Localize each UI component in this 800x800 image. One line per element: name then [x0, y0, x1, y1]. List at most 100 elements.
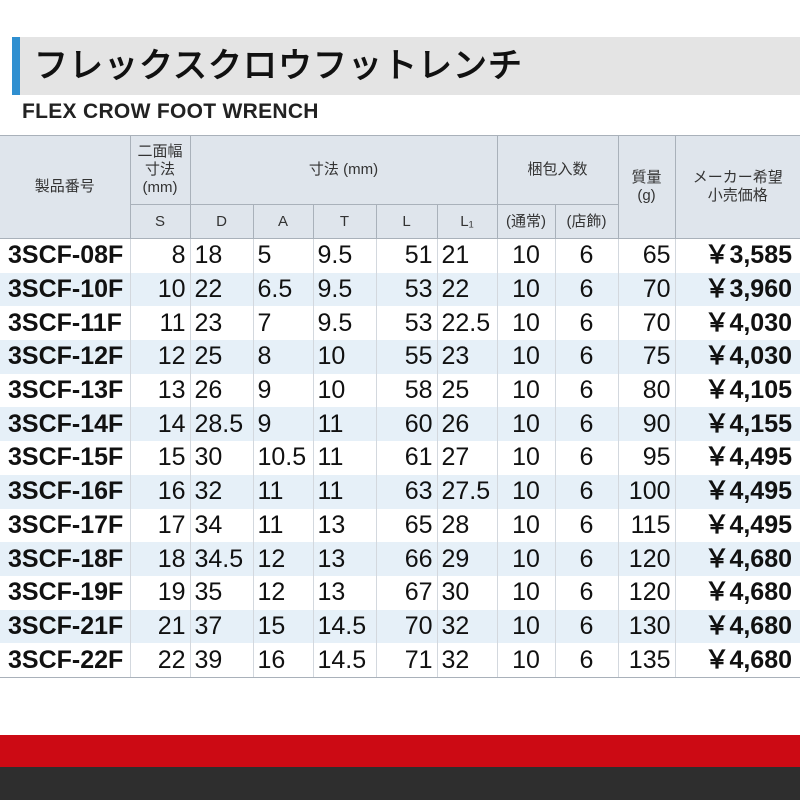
cell-a: 9: [253, 373, 314, 408]
cell-price: ￥4,495: [675, 474, 800, 509]
cell-l1: 21: [437, 238, 498, 273]
footer-dark-band: [0, 767, 800, 800]
cell-l: 61: [376, 441, 438, 475]
cell-d: 35: [190, 575, 254, 610]
cell-s: 19: [130, 575, 191, 610]
cell-l1: 26: [437, 407, 498, 442]
cell-a: 10.5: [253, 441, 314, 475]
title-band: フレックスクロウフットレンチ: [12, 37, 800, 95]
cell-s: 17: [130, 508, 191, 543]
cell-l1: 27: [437, 441, 498, 475]
table-row: 3SCF-21F 21 37 15 14.5 70 32 10 6 130 ￥4,680: [0, 609, 800, 644]
cell-s: 11: [130, 306, 191, 341]
header-a: A: [252, 204, 314, 239]
cell-l1: 28: [437, 508, 498, 543]
cell-product-code: 3SCF-19F: [0, 575, 131, 610]
cell-t: 11: [313, 407, 377, 442]
cell-pack-normal: 10: [497, 441, 556, 475]
cell-l: 51: [376, 238, 438, 273]
cell-d: 28.5: [190, 407, 254, 442]
title-accent-bar: [12, 37, 20, 95]
cell-l: 60: [376, 407, 438, 442]
table-row: 3SCF-08F 8 18 5 9.5 51 21 10 6 65 ￥3,585: [0, 238, 800, 273]
cell-weight: 135: [618, 643, 676, 678]
cell-pack-store: 6: [555, 508, 619, 543]
cell-l: 53: [376, 306, 438, 341]
cell-weight: 115: [618, 508, 676, 543]
cell-pack-normal: 10: [497, 508, 556, 543]
cell-product-code: 3SCF-12F: [0, 340, 131, 374]
cell-a: 8: [253, 340, 314, 374]
cell-l1: 32: [437, 609, 498, 644]
cell-pack-store: 6: [555, 272, 619, 307]
cell-pack-store: 6: [555, 306, 619, 341]
header-d: D: [189, 204, 254, 239]
cell-s: 21: [130, 609, 191, 644]
cell-price: ￥4,155: [675, 407, 800, 442]
cell-d: 34.5: [190, 542, 254, 576]
cell-pack-normal: 10: [497, 272, 556, 307]
cell-product-code: 3SCF-11F: [0, 306, 131, 341]
cell-weight: 80: [618, 373, 676, 408]
cell-price: ￥4,495: [675, 441, 800, 475]
cell-weight: 65: [618, 238, 676, 273]
cell-l: 66: [376, 542, 438, 576]
cell-product-code: 3SCF-16F: [0, 474, 131, 509]
cell-a: 12: [253, 542, 314, 576]
cell-pack-normal: 10: [497, 609, 556, 644]
cell-d: 37: [190, 609, 254, 644]
header-pack-qty: 梱包入数: [496, 135, 619, 205]
cell-t: 13: [313, 542, 377, 576]
cell-product-code: 3SCF-15F: [0, 441, 131, 475]
cell-l1: 32: [437, 643, 498, 678]
cell-t: 13: [313, 508, 377, 543]
cell-d: 30: [190, 441, 254, 475]
cell-s: 12: [130, 340, 191, 374]
cell-pack-normal: 10: [497, 373, 556, 408]
cell-pack-store: 6: [555, 238, 619, 273]
cell-d: 39: [190, 643, 254, 678]
cell-pack-normal: 10: [497, 575, 556, 610]
cell-t: 11: [313, 441, 377, 475]
cell-a: 7: [253, 306, 314, 341]
cell-s: 13: [130, 373, 191, 408]
cell-a: 16: [253, 643, 314, 678]
cell-l: 53: [376, 272, 438, 307]
cell-product-code: 3SCF-17F: [0, 508, 131, 543]
cell-d: 22: [190, 272, 254, 307]
cell-weight: 120: [618, 575, 676, 610]
cell-d: 18: [190, 238, 254, 273]
cell-pack-normal: 10: [497, 643, 556, 678]
cell-pack-normal: 10: [497, 340, 556, 374]
cell-a: 6.5: [253, 272, 314, 307]
cell-t: 10: [313, 340, 377, 374]
cell-s: 10: [130, 272, 191, 307]
cell-weight: 120: [618, 542, 676, 576]
cell-price: ￥3,960: [675, 272, 800, 307]
cell-pack-store: 6: [555, 474, 619, 509]
cell-s: 8: [130, 238, 191, 273]
header-price: メーカー希望 小売価格: [674, 135, 800, 239]
header-l1: L₁: [436, 204, 498, 239]
spec-table: 製品番号 二面幅 寸法 (mm) 寸法 (mm) 梱包入数 質量 (g) メーカ…: [0, 135, 800, 678]
header-normal: (通常): [496, 204, 556, 239]
table-row: 3SCF-16F 16 32 11 11 63 27.5 10 6 100 ￥4,495: [0, 474, 800, 509]
cell-t: 9.5: [313, 306, 377, 341]
cell-l: 55: [376, 340, 438, 374]
cell-d: 23: [190, 306, 254, 341]
cell-product-code: 3SCF-10F: [0, 272, 131, 307]
cell-product-code: 3SCF-14F: [0, 407, 131, 442]
cell-weight: 130: [618, 609, 676, 644]
cell-a: 5: [253, 238, 314, 273]
cell-price: ￥4,030: [675, 340, 800, 374]
cell-weight: 75: [618, 340, 676, 374]
header-store: (店飾): [554, 204, 619, 239]
cell-price: ￥3,585: [675, 238, 800, 273]
cell-l: 63: [376, 474, 438, 509]
footer-red-band: [0, 735, 800, 767]
cell-l1: 22.5: [437, 306, 498, 341]
cell-pack-store: 6: [555, 441, 619, 475]
cell-pack-store: 6: [555, 373, 619, 408]
cell-pack-normal: 10: [497, 474, 556, 509]
header-s: S: [129, 204, 191, 239]
